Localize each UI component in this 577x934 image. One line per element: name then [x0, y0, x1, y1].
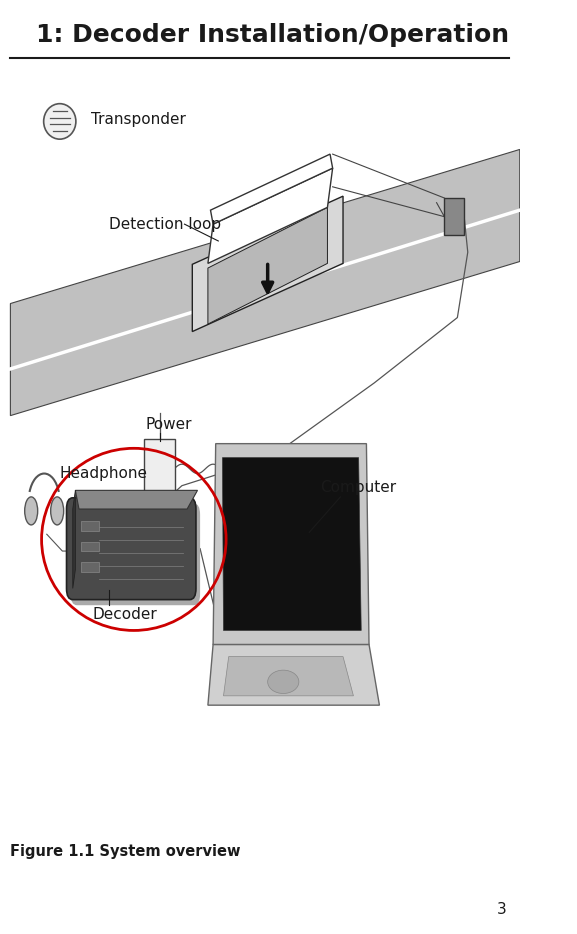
Polygon shape [211, 154, 332, 224]
Text: Computer: Computer [320, 480, 396, 495]
Polygon shape [208, 207, 327, 324]
Text: Figure 1.1 System overview: Figure 1.1 System overview [10, 844, 241, 859]
Text: Detection loop: Detection loop [109, 217, 221, 232]
Text: Transponder: Transponder [91, 112, 186, 127]
Bar [81, 562, 99, 572]
Ellipse shape [44, 104, 76, 139]
Ellipse shape [51, 497, 63, 525]
Polygon shape [76, 490, 197, 509]
FancyBboxPatch shape [144, 439, 175, 499]
Text: Headphone: Headphone [60, 466, 148, 481]
Bar [444, 198, 464, 235]
Polygon shape [208, 168, 332, 263]
Polygon shape [223, 657, 354, 696]
Polygon shape [192, 196, 343, 332]
Text: Power: Power [145, 417, 192, 432]
Ellipse shape [268, 671, 299, 693]
Text: 3: 3 [497, 902, 507, 917]
FancyBboxPatch shape [66, 498, 196, 600]
Bar [81, 542, 99, 551]
Bar [81, 521, 99, 531]
Polygon shape [213, 444, 369, 644]
Text: Decoder: Decoder [92, 607, 158, 622]
FancyBboxPatch shape [71, 503, 200, 605]
Polygon shape [223, 458, 361, 630]
Text: 1: Decoder Installation/Operation: 1: Decoder Installation/Operation [36, 23, 509, 48]
Ellipse shape [251, 460, 257, 477]
Polygon shape [73, 490, 76, 588]
Ellipse shape [25, 497, 38, 525]
Polygon shape [208, 644, 380, 705]
Polygon shape [10, 149, 520, 416]
